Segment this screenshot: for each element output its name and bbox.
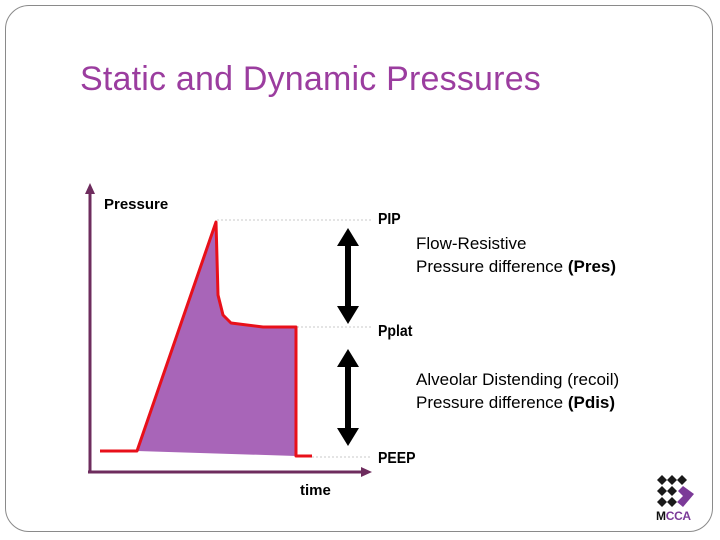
upper-range-line1: Flow-Resistive (416, 234, 527, 253)
upper-range-line2-text: Pressure difference (416, 257, 568, 276)
logo-text: MCCA (656, 509, 691, 523)
logo-text-m: M (656, 509, 666, 523)
logo-text-cca: CCA (665, 509, 691, 523)
lower-range-arrow-icon (337, 349, 359, 446)
waveform-fill (137, 222, 296, 456)
slide-title: Static and Dynamic Pressures (80, 60, 541, 98)
pres-term: (Pres) (567, 257, 617, 276)
pplat-label: Pplat (378, 323, 413, 340)
upper-range-line2: Pressure difference (Pres) (416, 255, 616, 278)
logo-diamond-grid-icon (657, 475, 694, 507)
y-axis-label: Pressure (104, 196, 169, 213)
waveform-line (100, 220, 312, 458)
lower-range-description: Alveolar Distending (recoil) Pressure di… (416, 368, 619, 414)
y-axis-arrowhead-icon (85, 183, 95, 194)
peep-label: PEEP (378, 450, 416, 467)
pip-label: PIP (378, 211, 401, 228)
x-axis-arrowhead-icon (361, 467, 372, 477)
pdis-term: (Pdis) (567, 393, 616, 412)
mcca-logo: MCCA (656, 474, 696, 526)
lower-range-line2-text: Pressure difference (416, 393, 568, 412)
lower-range-line2: Pressure difference (Pdis) (416, 391, 619, 414)
upper-range-arrow-icon (337, 228, 359, 324)
x-axis-label: time (300, 482, 331, 499)
axes (85, 183, 372, 477)
lower-range-line1: Alveolar Distending (recoil) (416, 370, 620, 389)
upper-range-description: Flow-Resistive Pressure difference (Pres… (416, 232, 616, 278)
slide-frame (5, 5, 713, 532)
level-guide-lines (217, 219, 372, 458)
